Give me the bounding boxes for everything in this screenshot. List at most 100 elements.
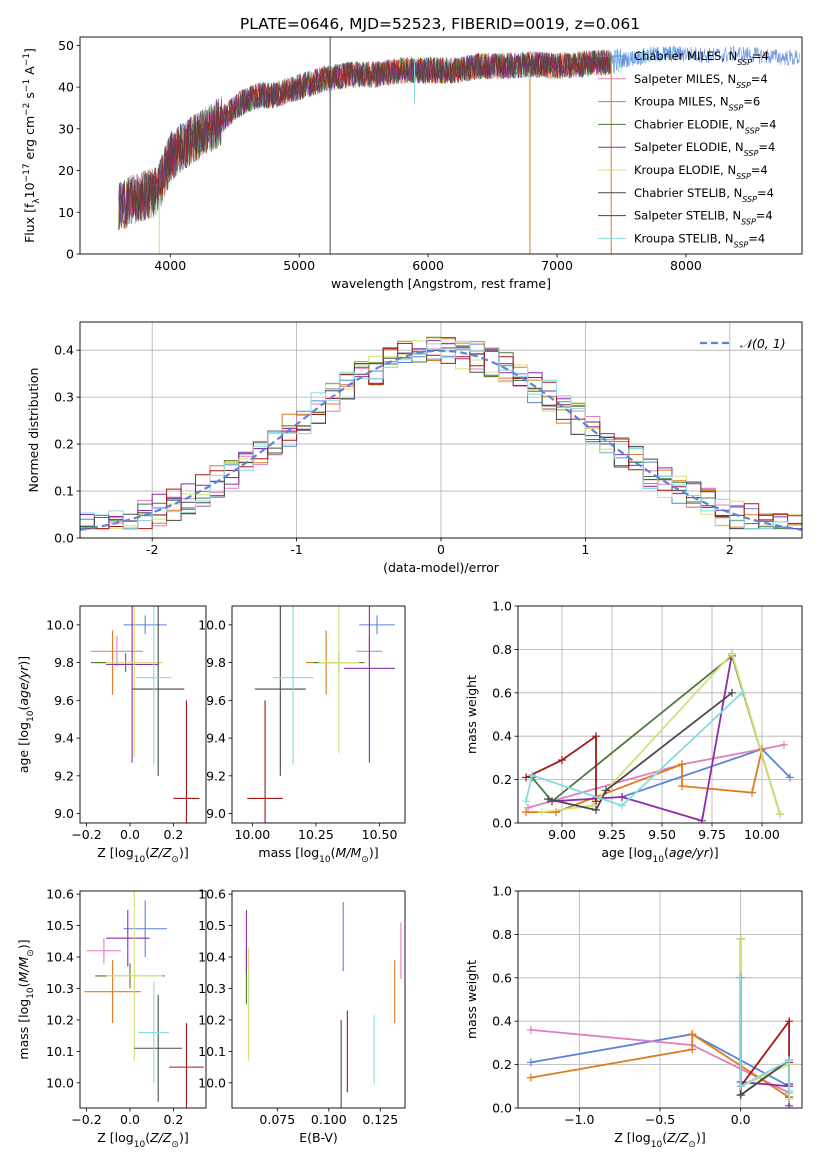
series-marker-kroupa-elodie	[736, 934, 745, 943]
series-marker-chabrier-stelib	[736, 1090, 745, 1099]
series-marker-kroupa-miles	[522, 808, 530, 817]
panel-age_vs_Z: −0.2 0.0 0.2 9.0 9.2 9.4 9.6 9.8 10.0 Z [log10(Z/…	[16, 605, 207, 865]
series-marker-kroupa-miles	[688, 1045, 697, 1054]
age_vs_mass-frame	[231, 605, 406, 824]
legend-label-chabrier-elodie: Chabrier ELODIE, NSSP=4	[634, 117, 776, 135]
x-tick-label: 9.50	[648, 827, 676, 842]
y-tick-label: 9.6	[54, 693, 74, 708]
y-tick-label: 10.1	[46, 1044, 74, 1059]
series-marker-kroupa-elodie	[776, 810, 784, 819]
y-tick-label: 10.5	[46, 918, 74, 933]
age_vs_mass-plot-area	[247, 606, 395, 823]
y-axis-label: mass [log10(M/M⊙)]	[16, 939, 36, 1059]
x-tick-label: 0.2	[163, 827, 183, 842]
mass_vs_ebv-frame	[231, 890, 406, 1109]
series-marker-salpeter-stelib	[558, 756, 566, 765]
panel-weight_vs_Z: −1.0 −0.5 0.0 0.0 0.2 0.4 0.6 0.8 1.0 Z [log10(Z/…	[464, 884, 803, 1150]
x-tick-label: 0.2	[163, 1112, 183, 1127]
series-line-salpeter-elodie	[551, 653, 733, 822]
x-tick-label: 0.125	[362, 1112, 398, 1127]
panel-residuals: -2 -1 0 1 2 0.0 0.1 0.2 0.3 0.4 (data-model)/error…	[26, 321, 803, 575]
histogram-salpeter-miles	[80, 342, 802, 538]
residuals-plot-area	[80, 322, 802, 538]
x-tick-label: 7000	[541, 258, 573, 273]
series-marker-kroupa-stelib	[738, 688, 746, 697]
series-marker-kroupa-miles	[678, 782, 686, 791]
x-tick-label: −0.5	[645, 1112, 675, 1127]
weight_vs_Z-frame	[517, 890, 803, 1109]
y-axis-label: Flux [fλ10−17 erg cm−2 s−1 A−1]	[22, 48, 42, 243]
x-tick-label: 0	[437, 542, 445, 557]
series-line-kroupa-elodie	[541, 651, 781, 815]
weight_vs_Z-plot-area	[518, 891, 802, 1108]
y-tick-label: 9.4	[206, 731, 226, 746]
x-tick-label: 5000	[283, 258, 315, 273]
residuals-frame	[79, 321, 803, 539]
y-axis-label: mass weight	[464, 675, 479, 754]
series-marker-kroupa-stelib	[785, 1056, 794, 1065]
y-tick-label: 0.0	[492, 1101, 512, 1116]
series-marker-kroupa-elodie	[538, 808, 546, 817]
series-marker-kroupa-elodie	[728, 649, 736, 658]
y-tick-label: 0.6	[492, 970, 512, 985]
y-tick-label: 10.5	[198, 918, 226, 933]
legend-label-chabrier-miles: Chabrier MILES, NSSP=4	[634, 49, 769, 67]
mass_vs_Z-frame	[79, 890, 207, 1109]
x-tick-label: 10.00	[744, 827, 780, 842]
x-tick-label: 0.100	[311, 1112, 347, 1127]
y-tick-label: 20	[58, 163, 74, 178]
histogram-kroupa-stelib	[80, 340, 802, 538]
legend-label-chabrier-stelib: Chabrier STELIB, NSSP=4	[634, 186, 774, 204]
x-tick-label: −0.2	[71, 827, 101, 842]
series-marker-salpeter-stelib	[592, 797, 600, 806]
x-axis-label: E(B-V)	[299, 1130, 338, 1145]
series-marker-chabrier-stelib	[544, 795, 552, 804]
series-marker-salpeter-stelib	[785, 1017, 794, 1026]
y-tick-label: 0	[66, 247, 74, 262]
panel-spectrum: 4000 5000 6000 7000 8000 0 10 20 30 40 50 wavelengt…	[22, 36, 803, 291]
y-tick-label: 10.2	[46, 1012, 74, 1027]
series-marker-kroupa-stelib	[736, 1082, 745, 1091]
x-tick-label: 8000	[670, 258, 702, 273]
spectrum-line-chabrier-stelib	[118, 50, 612, 230]
y-tick-label: 0.0	[54, 531, 74, 546]
panel-age_vs_mass: 10.00 10.25 10.50 9.0 9.2 9.4 9.6 9.8 10.0 mass […	[198, 605, 406, 865]
x-tick-label: 1	[581, 542, 589, 557]
legend-label-salpeter-elodie: Salpeter ELODIE, NSSP=4	[634, 140, 775, 158]
x-tick-label: 10.25	[298, 827, 334, 842]
series-line-kroupa-stelib	[525, 692, 743, 807]
spectrum-plot-area	[118, 37, 800, 254]
y-tick-label: 9.2	[54, 768, 74, 783]
x-axis-label: Z [log10(Z/Z⊙)]	[97, 1130, 188, 1150]
y-tick-label: 9.0	[54, 806, 74, 821]
series-marker-salpeter-miles	[526, 1025, 535, 1034]
x-tick-label: −1.0	[564, 1112, 594, 1127]
weight_vs_age-frame	[517, 605, 803, 824]
legend-label-gaussian: 𝒩(0, 1)	[740, 336, 786, 351]
y-tick-label: 9.8	[54, 655, 74, 670]
x-axis-label: (data-model)/error	[383, 560, 500, 575]
series-marker-kroupa-stelib	[522, 797, 530, 806]
series-marker-kroupa-miles	[526, 1073, 535, 1082]
series-marker-salpeter-stelib	[592, 732, 600, 741]
series-marker-chabrier-miles	[786, 773, 794, 782]
x-axis-label: mass [log10(M/M⊙)]	[258, 845, 378, 865]
legend-label-kroupa-stelib: Kroupa STELIB, NSSP=4	[634, 231, 765, 249]
x-tick-label: 4000	[154, 258, 186, 273]
x-tick-label: 0.0	[120, 1112, 140, 1127]
series-marker-chabrier-miles	[526, 1058, 535, 1067]
series-marker-kroupa-stelib	[618, 801, 626, 810]
y-tick-label: 9.6	[206, 693, 226, 708]
y-tick-label: 10.3	[198, 981, 226, 996]
y-tick-label: 9.2	[206, 768, 226, 783]
series-marker-chabrier-stelib	[592, 805, 600, 814]
series-line-kroupa-miles	[526, 748, 763, 813]
mass_vs_Z-plot-area	[84, 891, 204, 1108]
x-tick-label: 9.00	[548, 827, 576, 842]
series-marker-salpeter-stelib	[522, 773, 530, 782]
series-marker-kroupa-stelib	[528, 771, 536, 780]
legend-label-kroupa-elodie: Kroupa ELODIE, NSSP=4	[634, 163, 768, 181]
series-marker-salpeter-miles	[780, 740, 788, 749]
y-axis-label: Normed distribution	[26, 368, 41, 493]
y-tick-label: 10.4	[46, 950, 74, 965]
